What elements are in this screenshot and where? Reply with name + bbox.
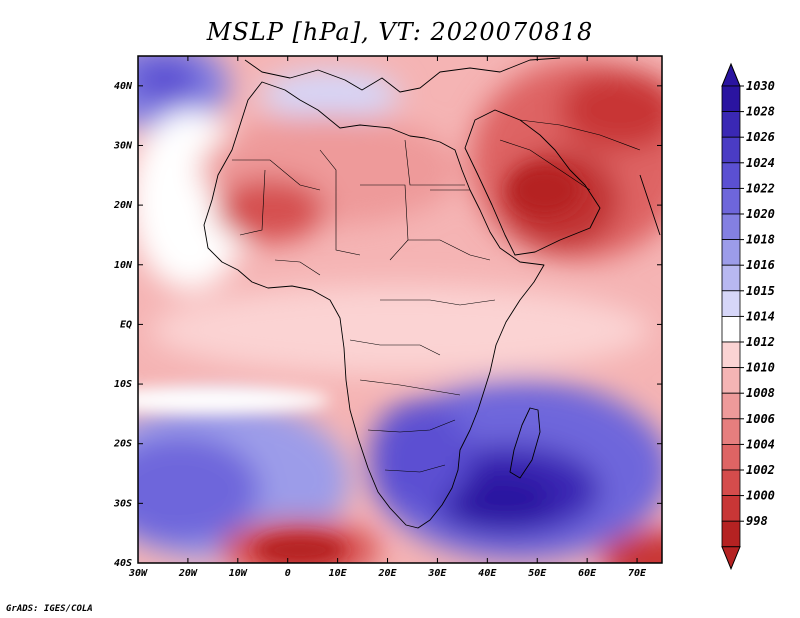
y-tick-label: 30N (113, 140, 133, 151)
country-borders (232, 119, 641, 473)
colorbar-label: 1020 (746, 207, 775, 221)
colorbar-segment (721, 418, 741, 445)
y-tick-label: 40S (114, 558, 132, 569)
colorbar-label: 1004 (746, 437, 775, 451)
colorbar-top-arrow (721, 62, 741, 87)
x-tick-label: 0 (285, 568, 291, 579)
colorbar-segment (721, 341, 741, 369)
colorbar-segment (721, 290, 741, 317)
x-tick-label: 10W (229, 568, 248, 579)
page-title: MSLP [hPa], VT: 2020070818 (206, 18, 594, 46)
colorbar-label: 1028 (746, 105, 775, 119)
x-tick-label: 70E (628, 568, 647, 579)
colorbar-label: 1015 (746, 284, 775, 298)
colorbar-segment (721, 469, 741, 497)
colorbar-segment (721, 264, 741, 292)
footer-credit: GrADS: IGES/COLA (6, 604, 93, 614)
colorbar-segment (721, 136, 741, 164)
colorbar-label: 1022 (746, 181, 775, 195)
colorbar-segment (721, 85, 741, 113)
x-tick-label: 20E (377, 568, 397, 579)
x-tick-label: 40E (478, 568, 497, 579)
colorbar-label: 1026 (746, 130, 775, 144)
africa-coastline (203, 81, 545, 529)
x-tick-label: 60E (578, 568, 597, 579)
map-frame (137, 55, 663, 564)
colorbar-bottom-arrow (721, 546, 741, 571)
y-tick-label: 20N (113, 200, 133, 211)
colorbar-segment (721, 520, 741, 548)
x-tick-label: 30W (128, 568, 148, 579)
colorbar-segment (721, 187, 741, 215)
colorbar-segment (721, 213, 741, 241)
colorbar-segment (721, 495, 741, 522)
colorbar-label: 1030 (746, 79, 775, 93)
colorbar-segment (721, 315, 741, 343)
colorbar-segment (721, 162, 741, 189)
colorbar-segment (721, 111, 741, 138)
y-tick-label: 20S (113, 439, 132, 450)
colorbar-label: 1016 (746, 258, 775, 272)
x-tick-label: 30E (427, 568, 447, 579)
colorbar-segment (721, 239, 741, 266)
x-tick-label: 50E (528, 568, 547, 579)
colorbar-label: 1002 (746, 463, 775, 477)
y-tick-label: 10S (114, 379, 132, 390)
colorbar-label: 1006 (746, 412, 775, 426)
coastlines (203, 57, 661, 529)
y-tick-label: 30S (113, 498, 132, 509)
colorbar: 1030 1028 1026 1024 1022 1020 1018 1016 1015 1014… (721, 62, 775, 571)
y-tick-label: EQ (120, 319, 132, 330)
arabia-coastline (464, 109, 601, 256)
colorbar-segment (721, 367, 741, 394)
x-tick-label: 20W (178, 568, 198, 579)
colorbar-label: 1014 (746, 309, 775, 323)
europe-coastline (244, 57, 561, 93)
india-coastline (639, 174, 661, 236)
y-tick-label: 10N (114, 260, 133, 271)
colorbar-label: 1000 (746, 489, 775, 503)
colorbar-label: 1008 (746, 386, 775, 400)
colorbar-label: 1010 (746, 361, 775, 375)
pressure-field (138, 56, 662, 563)
colorbar-label: 1024 (746, 156, 775, 170)
colorbar-label: 1018 (746, 233, 775, 247)
y-tick-label: 40N (114, 81, 133, 92)
colorbar-segment (721, 392, 741, 420)
colorbar-label: 998 (746, 514, 768, 528)
x-tick-label: 10E (329, 568, 348, 579)
colorbar-segment (721, 443, 741, 471)
madagascar-coastline (509, 407, 541, 479)
axis-ticks: 30W 20W 10W 0 10E 20E 30E 40E 50E 60E 70E 40N 30N 20N… (113, 56, 662, 579)
colorbar-label: 1012 (746, 335, 775, 349)
